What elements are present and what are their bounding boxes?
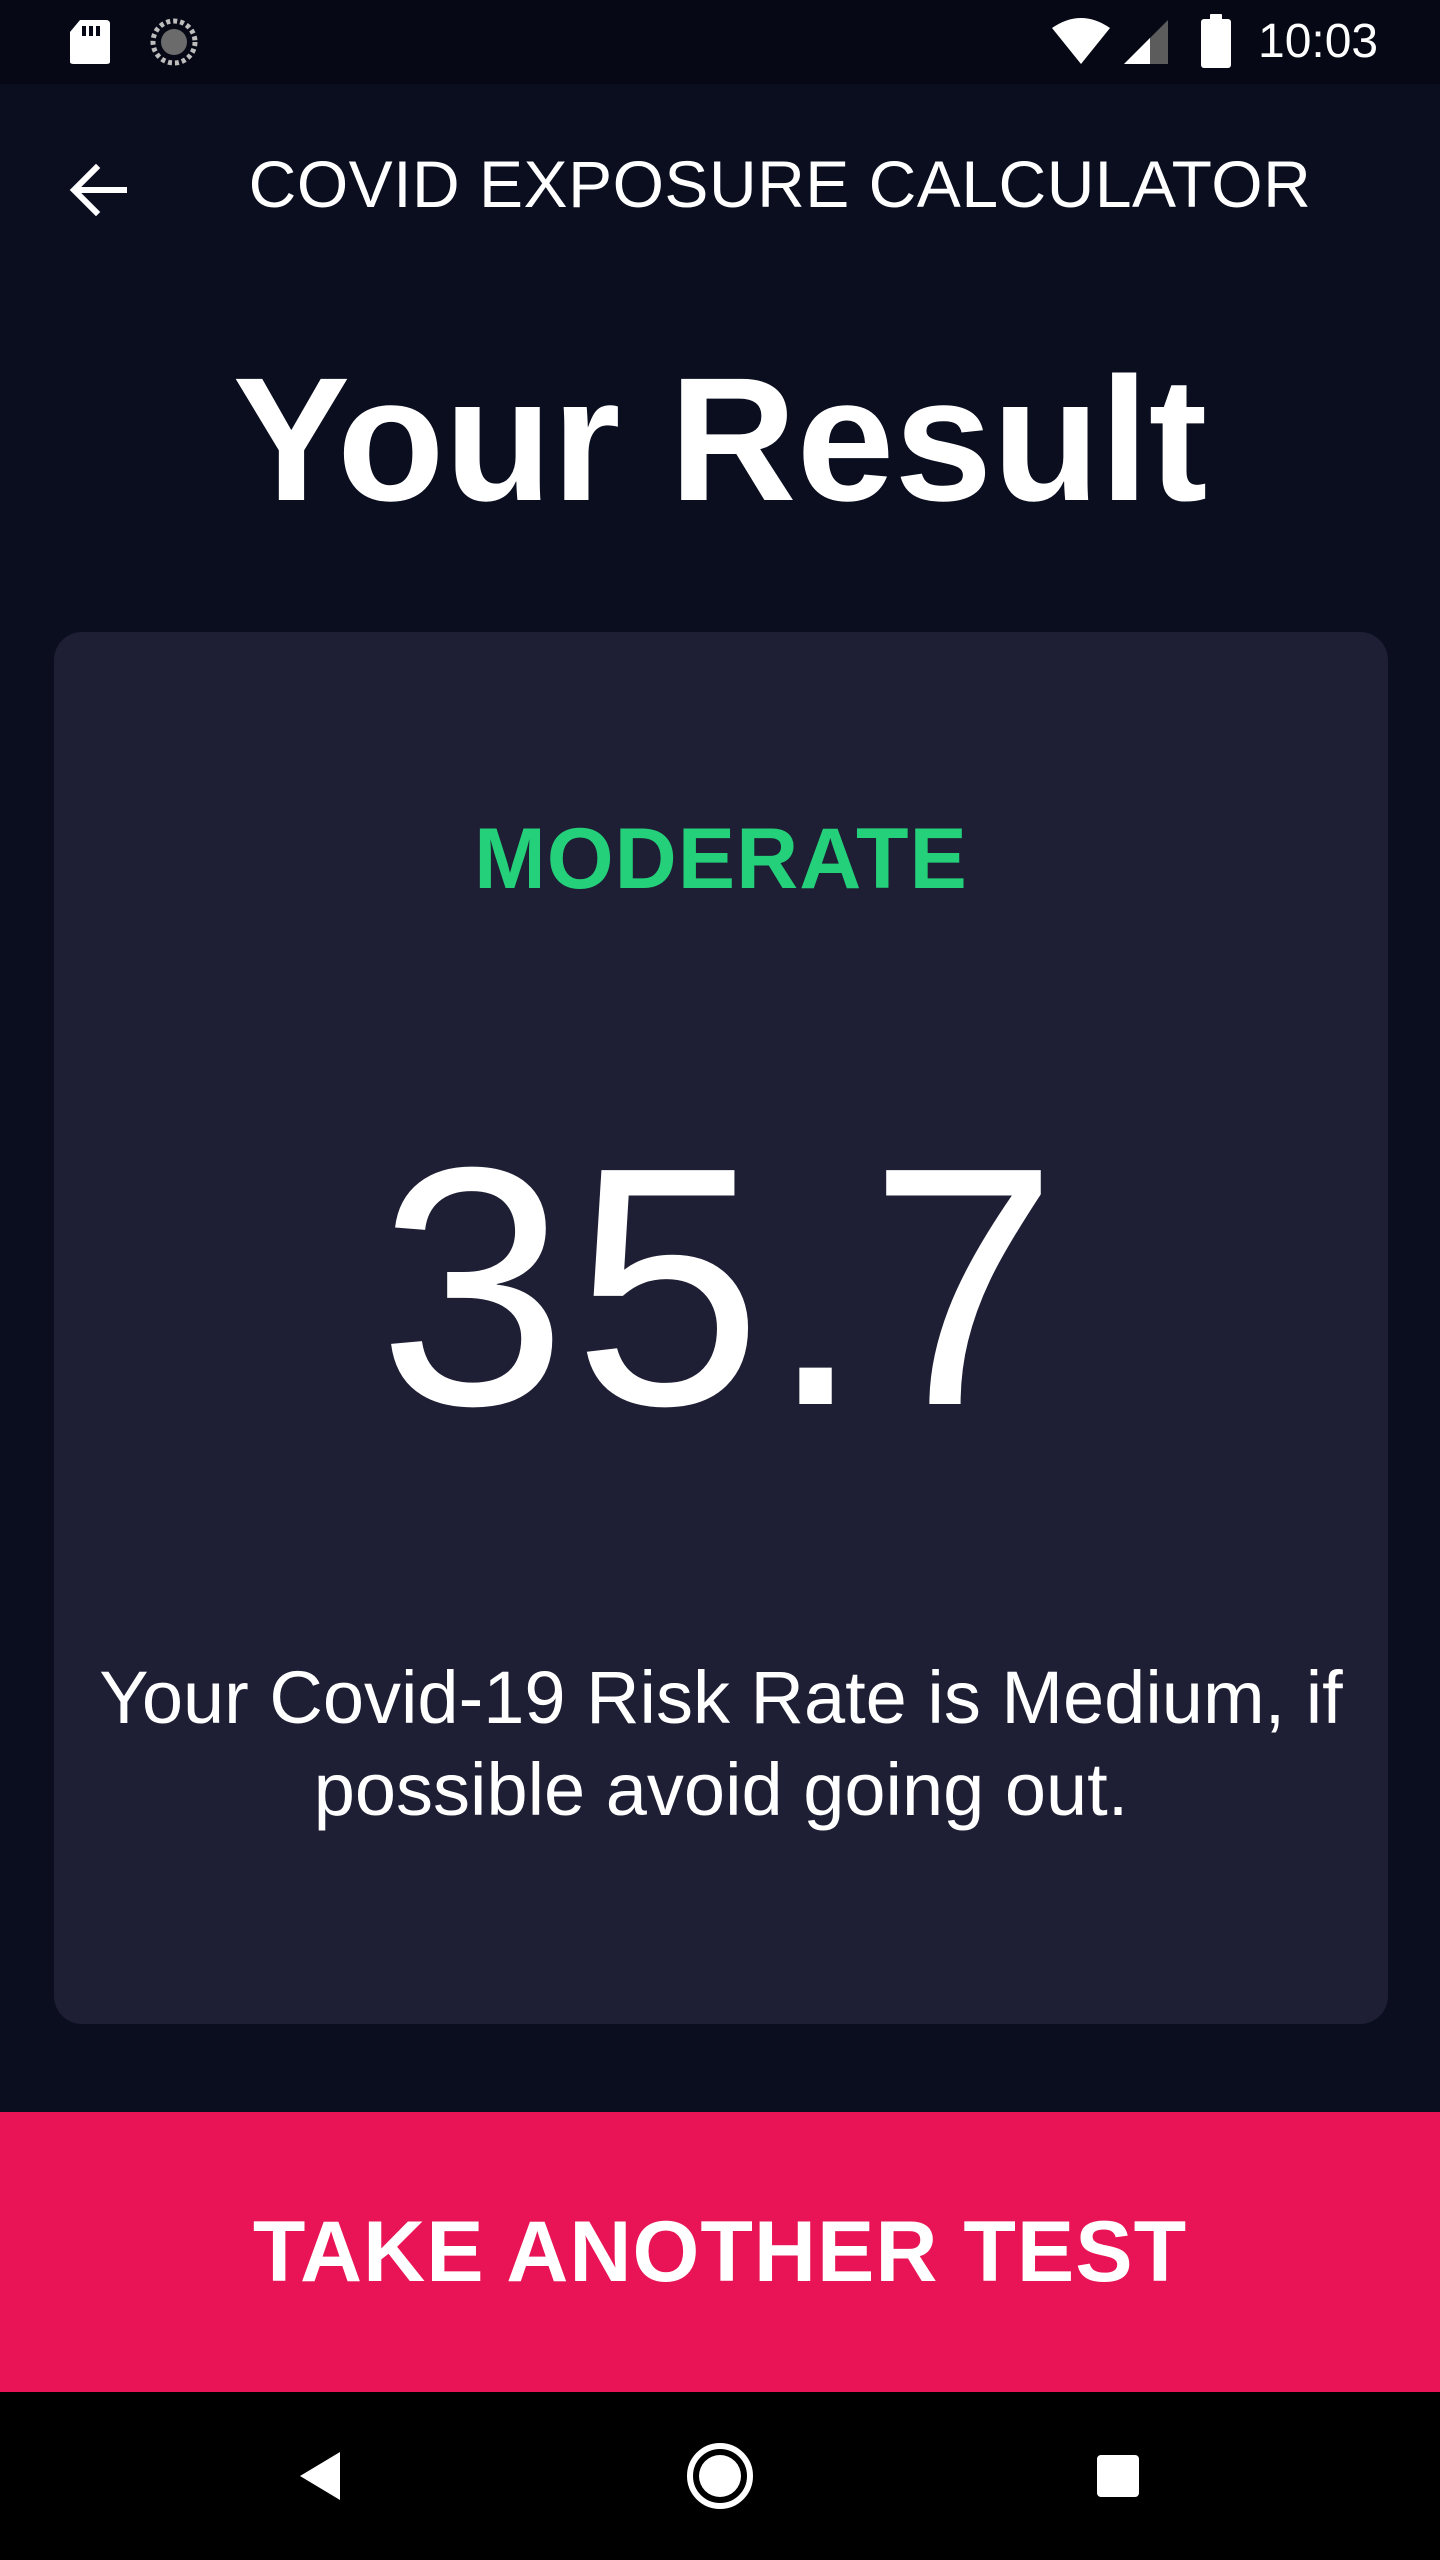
sync-icon [150,18,198,66]
nav-recents-icon [1097,2455,1139,2497]
back-button[interactable] [48,140,148,240]
arrow-left-icon [69,163,127,217]
nav-back-button[interactable] [270,2426,370,2526]
app-bar: COVID EXPOSURE CALCULATOR [0,84,1440,284]
risk-level-label: MODERATE [474,811,968,907]
nav-home-icon [687,2443,753,2509]
result-card: MODERATE 35.7 Your Covid-19 Risk Rate is… [54,632,1388,2024]
take-another-test-button[interactable]: TAKE ANOTHER TEST [0,2112,1440,2392]
wifi-icon [1052,18,1110,64]
app-title: COVID EXPOSURE CALCULATOR [248,147,1312,221]
system-nav-bar [0,2392,1440,2560]
risk-score-value: 35.7 [378,1097,1064,1477]
cell-signal-icon [1124,20,1168,64]
nav-home-button[interactable] [670,2426,770,2526]
nav-recents-button[interactable] [1068,2426,1168,2526]
take-another-test-label: TAKE ANOTHER TEST [252,2203,1188,2300]
risk-message: Your Covid-19 Risk Rate is Medium, if po… [99,1656,1343,1831]
battery-icon [1201,14,1231,68]
status-time: 10:03 [1258,15,1379,68]
nav-back-icon [300,2452,340,2500]
page-title: Your Result [232,342,1208,538]
status-bar: 10:03 [0,0,1440,84]
sd-card-icon [70,20,110,64]
